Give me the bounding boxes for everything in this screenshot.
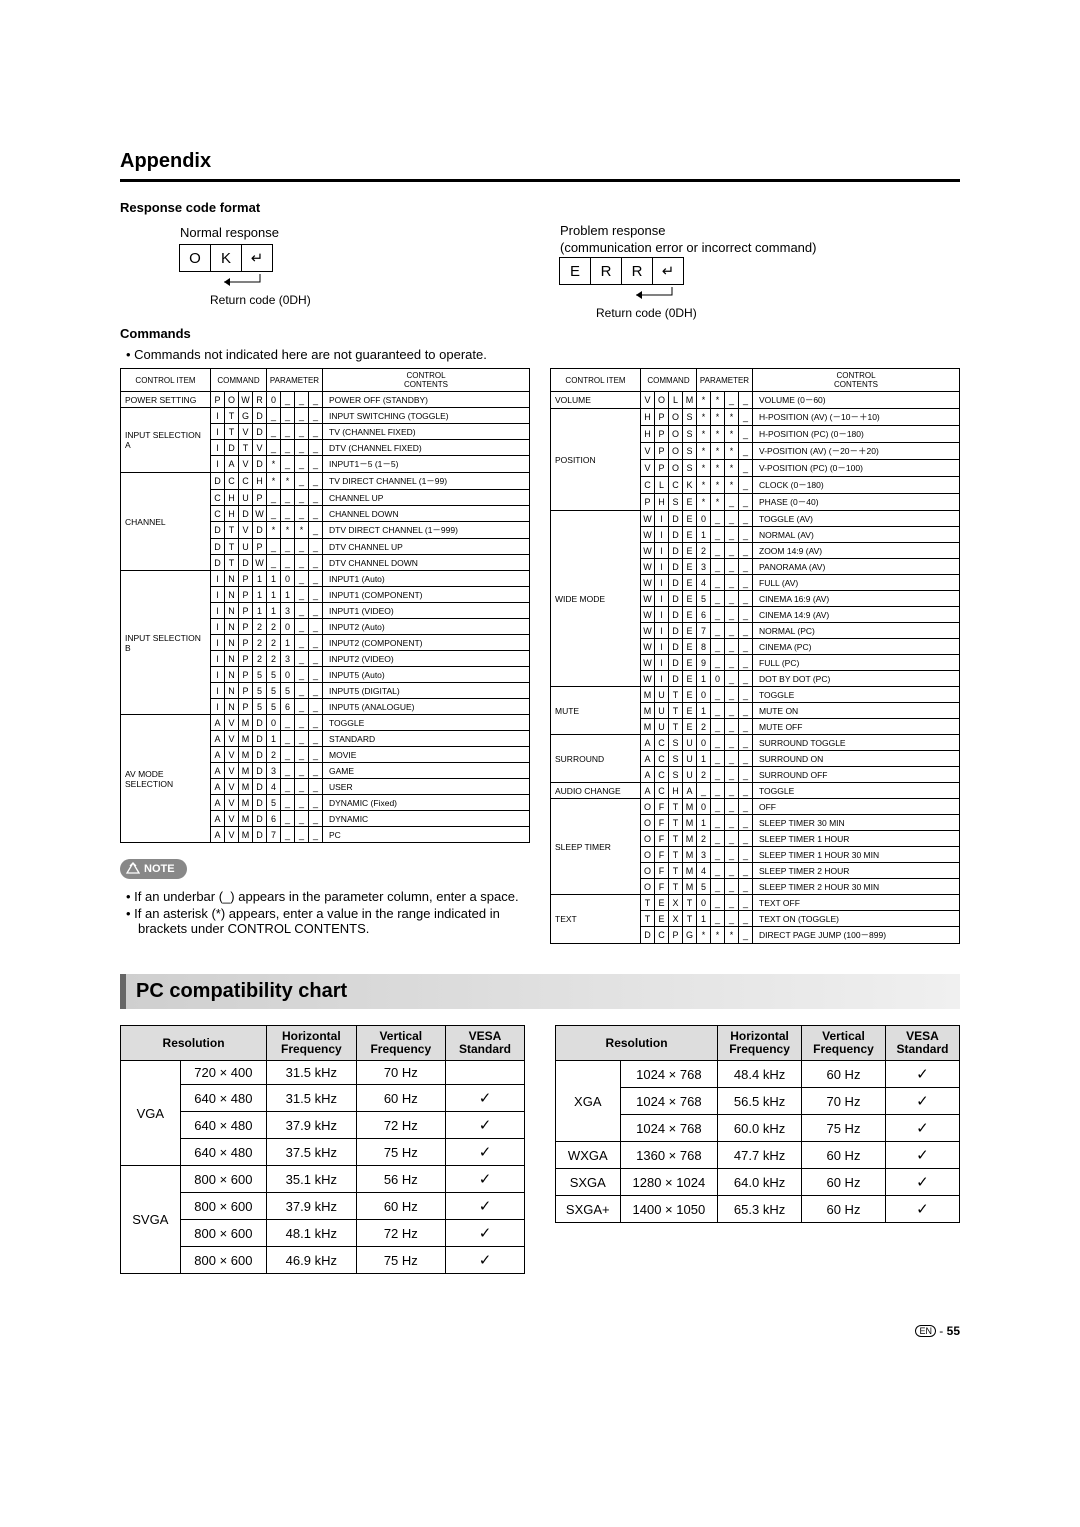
table-row: WIDE MODEWIDE0___TOGGLE (AV) <box>551 511 960 527</box>
response-cell: ↵ <box>652 257 684 285</box>
response-cell: E <box>559 257 591 285</box>
err-response-box: ERR↵ <box>560 257 960 285</box>
table-row: AV MODE SELECTIONAVMD0___TOGGLE <box>121 715 530 731</box>
response-cell: O <box>179 244 211 272</box>
return-code-label: Return code (0DH) <box>596 306 960 320</box>
response-cell: R <box>590 257 622 285</box>
commands-table-right: CONTROL ITEMCOMMANDPARAMETERCONTROL CONT… <box>550 368 960 944</box>
table-row: AUDIO CHANGEACHA____TOGGLE <box>551 783 960 799</box>
return-code-label: Return code (0DH) <box>210 293 520 307</box>
note-item: If an asterisk (*) appears, enter a valu… <box>120 906 530 936</box>
page-number: EN - 55 <box>120 1324 960 1338</box>
table-row: 640 × 48037.5 kHz75 Hz✓ <box>121 1139 525 1166</box>
note-icon <box>126 862 140 876</box>
table-row: VOLUMEVOLM**__VOLUME (0－60) <box>551 392 960 409</box>
commands-heading: Commands <box>120 326 960 341</box>
response-cell: ↵ <box>241 244 273 272</box>
return-arrow-icon <box>560 285 740 303</box>
table-row: SLEEP TIMEROFTM0___OFF <box>551 799 960 815</box>
problem-response-label: Problem response <box>560 223 960 238</box>
pc-table-right: Resolution Horizontal Frequency Vertical… <box>555 1025 960 1223</box>
note-item: If an underbar (_) appears in the parame… <box>120 889 530 904</box>
response-code-heading: Response code format <box>120 200 960 215</box>
pc-chart-heading: PC compatibility chart <box>120 974 960 1009</box>
table-row: POSITIONHPOS***_H-POSITION (AV) (－10－＋10… <box>551 409 960 426</box>
normal-response-label: Normal response <box>180 225 520 240</box>
table-row: MUTEMUTE0___TOGGLE <box>551 687 960 703</box>
response-cell: K <box>210 244 242 272</box>
note-pill: NOTE <box>120 859 187 879</box>
commands-caveat: Commands not indicated here are not guar… <box>120 347 960 362</box>
table-row: INPUT SELECTION BINP 110__INPUT1 (Auto) <box>121 571 530 587</box>
table-row: SURROUNDACSU0___SURROUND TOGGLE <box>551 735 960 751</box>
note-list: If an underbar (_) appears in the parame… <box>120 889 530 936</box>
table-row: 800 × 60046.9 kHz75 Hz✓ <box>121 1247 525 1274</box>
table-row: 800 × 60037.9 kHz60 Hz✓ <box>121 1193 525 1220</box>
table-row: XGA1024 × 76848.4 kHz60 Hz✓ <box>556 1061 960 1088</box>
table-row: WXGA1360 × 76847.7 kHz60 Hz✓ <box>556 1142 960 1169</box>
table-row: TEXTTEXT0___TEXT OFF <box>551 895 960 911</box>
table-row: VGA720 × 40031.5 kHz70 Hz <box>121 1061 525 1085</box>
table-row: SVGA800 × 60035.1 kHz56 Hz✓ <box>121 1166 525 1193</box>
table-row: INPUT SELECTION AITGD____INPUT SWITCHING… <box>121 408 530 424</box>
table-row: SXGA+1400 × 105065.3 kHz60 Hz✓ <box>556 1196 960 1223</box>
appendix-heading: Appendix <box>120 150 960 173</box>
commands-table-left: CONTROL ITEMCOMMANDPARAMETERCONTROL CONT… <box>120 368 530 843</box>
response-cell: R <box>621 257 653 285</box>
table-row: POWER SETTINGPOWR0___POWER OFF (STANDBY) <box>121 392 530 408</box>
table-row: 800 × 60048.1 kHz72 Hz✓ <box>121 1220 525 1247</box>
pc-table-left: Resolution Horizontal Frequency Vertical… <box>120 1025 525 1274</box>
problem-response-sub: (communication error or incorrect comman… <box>560 240 960 255</box>
ok-response-box: OK↵ <box>180 244 520 272</box>
table-row: CHANNELDCCH**__TV DIRECT CHANNEL (1－99) <box>121 473 530 490</box>
return-arrow-icon <box>180 272 360 290</box>
table-row: 640 × 48037.9 kHz72 Hz✓ <box>121 1112 525 1139</box>
table-row: SXGA1280 × 102464.0 kHz60 Hz✓ <box>556 1169 960 1196</box>
heading-rule <box>120 179 960 182</box>
table-row: 640 × 48031.5 kHz60 Hz✓ <box>121 1085 525 1112</box>
